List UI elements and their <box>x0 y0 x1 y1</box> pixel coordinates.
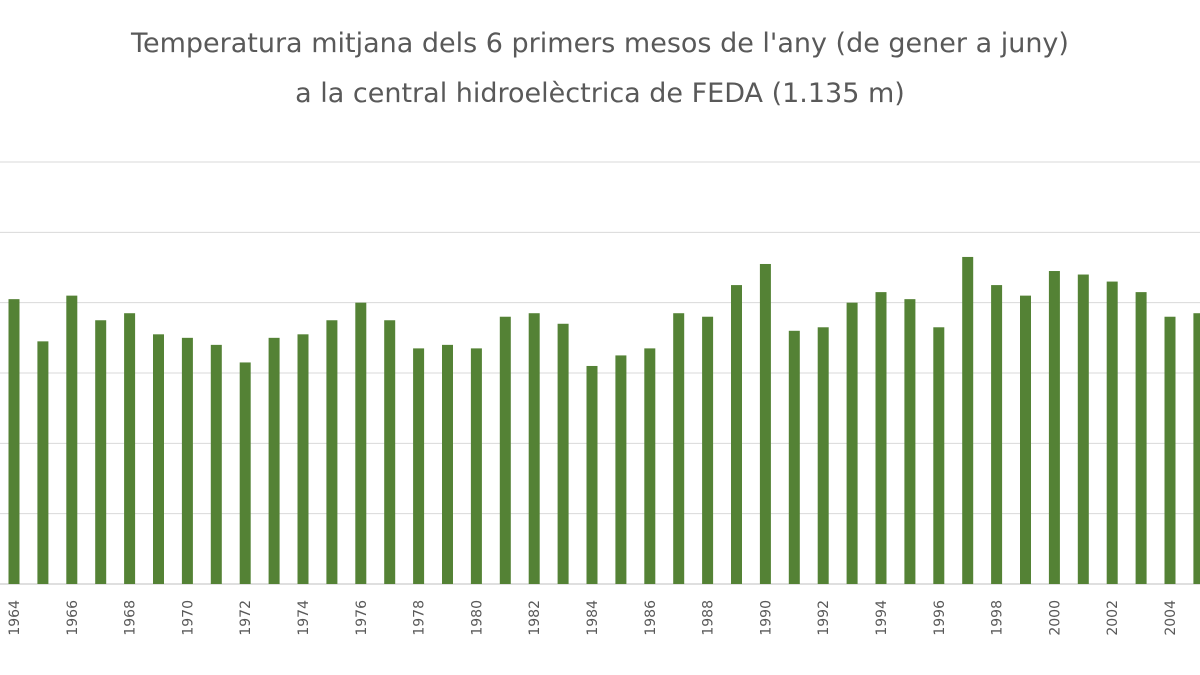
bar <box>1106 281 1118 584</box>
bar <box>673 313 685 584</box>
bar <box>644 348 656 584</box>
x-tick-label: 1992 <box>816 600 832 636</box>
bar <box>1164 316 1176 584</box>
chart-title: a la central hidroelèctrica de FEDA (1.1… <box>295 78 905 109</box>
bar <box>731 285 742 584</box>
bar <box>413 348 425 584</box>
x-tick-label: 1974 <box>296 600 312 636</box>
bar <box>95 320 107 584</box>
bar <box>239 362 251 584</box>
bar <box>37 341 49 584</box>
bar <box>1048 271 1060 584</box>
x-tick-label: 1988 <box>701 600 717 636</box>
x-tick-label: 1996 <box>932 600 948 636</box>
x-tick-label: 1990 <box>758 600 774 636</box>
bar <box>528 313 540 584</box>
x-tick-label: 1986 <box>643 600 659 636</box>
bar <box>124 313 136 584</box>
x-tick-label: 1978 <box>412 600 428 636</box>
bar <box>557 323 569 584</box>
bar <box>384 320 396 584</box>
chart-title: Temperatura mitjana dels 6 primers mesos… <box>130 28 1069 59</box>
bar <box>1020 295 1031 584</box>
bar <box>210 344 222 584</box>
x-tick-label: 2000 <box>1047 600 1063 636</box>
bar <box>904 299 916 584</box>
bar <box>297 334 309 584</box>
bar <box>702 316 714 584</box>
bar <box>846 302 858 584</box>
bar <box>442 344 453 584</box>
bar <box>181 337 193 584</box>
x-tick-label: 2002 <box>1105 600 1121 636</box>
bar <box>759 263 771 584</box>
bar <box>8 299 20 584</box>
bar <box>66 295 78 584</box>
x-tick-label: 1982 <box>527 600 543 636</box>
bar <box>875 292 887 584</box>
x-tick-label: 1968 <box>123 600 139 636</box>
bar <box>326 320 338 584</box>
x-tick-label: 1964 <box>7 600 23 636</box>
x-tick-label: 1984 <box>585 600 601 636</box>
bar <box>1193 313 1200 584</box>
x-tick-label: 1994 <box>874 600 890 636</box>
bar <box>933 327 945 584</box>
bar <box>153 334 164 584</box>
x-tick-label: 1998 <box>990 600 1006 636</box>
x-tick-label: 2004 <box>1163 600 1179 636</box>
bar <box>962 256 974 584</box>
bar <box>1135 292 1147 584</box>
bar <box>586 365 598 584</box>
bar <box>1077 274 1089 584</box>
bar <box>355 302 367 584</box>
bar <box>991 285 1003 584</box>
bar <box>499 316 511 584</box>
bar <box>268 337 280 584</box>
bar <box>615 355 627 584</box>
x-tick-label: 1972 <box>238 600 254 636</box>
x-tick-label: 1966 <box>65 600 81 636</box>
bar <box>788 330 800 584</box>
bar <box>470 348 482 584</box>
x-tick-label: 1976 <box>354 600 370 636</box>
x-tick-label: 1970 <box>180 600 196 636</box>
bar <box>817 327 829 584</box>
x-tick-label: 1980 <box>469 600 485 636</box>
